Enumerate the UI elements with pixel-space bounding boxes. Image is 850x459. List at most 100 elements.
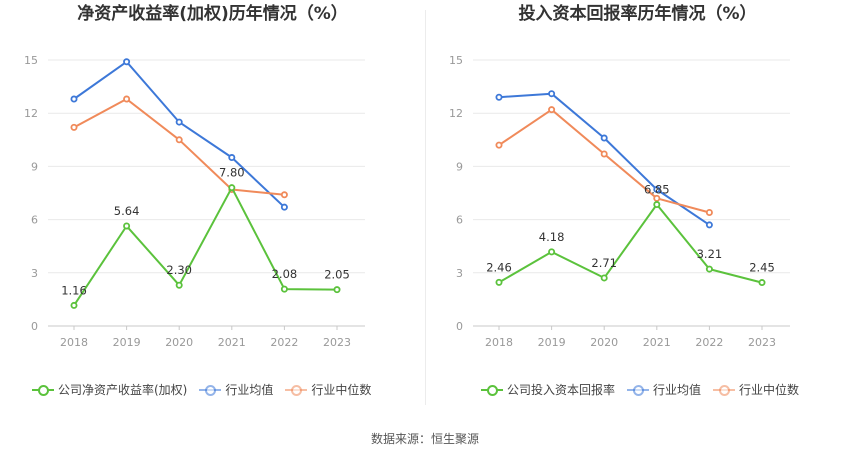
- y-tick-label: 0: [31, 320, 38, 333]
- chart-title: 净资产收益率(加权)历年情况（%）: [77, 4, 348, 24]
- roic-plot: 0 3 6 9 12 15 2018 2019 2020 2021 2022 2023 2.46 4.18…: [449, 54, 790, 349]
- data-point: [175, 118, 183, 126]
- legend-label: 行业中位数: [739, 383, 800, 397]
- legend-item[interactable]: 公司投入资本回报率: [481, 381, 615, 398]
- legend-item[interactable]: 行业中位数: [285, 381, 371, 398]
- x-tick-label: 2023: [323, 336, 351, 349]
- roic-chart: 投入资本回报率历年情况（%） 0 3 6 9 12 15 2018 2019 2020 2021 2…: [425, 0, 850, 410]
- data-point: [653, 194, 661, 202]
- roe-chart: 净资产收益率(加权)历年情况（%） 0 3 6 9 12 15 2018 2019 2020 20…: [0, 0, 425, 410]
- x-tick-label: 2022: [695, 336, 723, 349]
- data-point: [123, 58, 131, 66]
- data-point: [175, 136, 183, 144]
- x-tick-label: 2018: [485, 336, 513, 349]
- y-tick-label: 0: [456, 320, 463, 333]
- legend-marker-icon: [627, 384, 650, 396]
- data-point: [495, 141, 503, 149]
- legend-label: 公司净资产收益率(加权): [58, 383, 188, 397]
- y-tick-label: 15: [24, 54, 38, 67]
- series-line-2: [498, 108, 710, 214]
- data-label: 1.16: [61, 283, 87, 297]
- data-label: 4.18: [539, 230, 565, 244]
- x-tick-label: 2020: [165, 336, 193, 349]
- data-point: [705, 209, 713, 217]
- data-point: [70, 301, 78, 309]
- data-label: 3.21: [697, 247, 723, 261]
- data-point: [548, 90, 556, 98]
- x-tick-label: 2019: [113, 336, 141, 349]
- data-point: [548, 248, 556, 256]
- data-source: 数据来源：恒生聚源: [370, 432, 479, 446]
- series-line-0: [498, 203, 763, 284]
- legend-label: 公司投入资本回报率: [507, 383, 616, 397]
- x-tick-label: 2021: [218, 336, 246, 349]
- data-point: [228, 184, 236, 192]
- legend-item[interactable]: 行业中位数: [713, 381, 799, 398]
- data-point: [758, 279, 766, 287]
- data-point: [653, 185, 661, 193]
- y-tick-label: 6: [31, 214, 38, 227]
- y-tick-label: 3: [31, 267, 38, 280]
- legend-marker-icon: [285, 384, 308, 396]
- legend-label: 行业均值: [225, 383, 274, 397]
- data-point: [228, 154, 236, 162]
- y-tick-label: 15: [449, 54, 463, 67]
- data-point: [123, 95, 131, 103]
- data-point: [600, 134, 608, 142]
- y-tick-label: 12: [449, 107, 463, 120]
- y-tick-label: 3: [456, 267, 463, 280]
- roic-legend: 公司投入资本回报率 行业均值 行业中位数: [481, 381, 811, 398]
- chart-title: 投入资本回报率历年情况（%）: [518, 4, 757, 24]
- data-label: 2.30: [166, 263, 192, 277]
- series-line-0: [73, 186, 338, 306]
- data-label: 2.08: [272, 267, 298, 281]
- legend-item[interactable]: 行业均值: [627, 381, 701, 398]
- data-point: [705, 265, 713, 273]
- y-tick-label: 6: [456, 214, 463, 227]
- x-tick-label: 2023: [748, 336, 776, 349]
- data-label: 5.64: [114, 204, 140, 218]
- x-tick-label: 2018: [60, 336, 88, 349]
- roe-plot: 0 3 6 9 12 15 2018 2019 2020 2021 2022 2023 1.16 5.64…: [24, 54, 365, 349]
- data-point: [123, 222, 131, 230]
- data-label: 7.80: [219, 166, 245, 180]
- y-tick-label: 12: [24, 107, 38, 120]
- data-point: [705, 221, 713, 229]
- data-point: [280, 203, 288, 211]
- data-point: [280, 191, 288, 199]
- data-point: [70, 95, 78, 103]
- legend-label: 行业中位数: [311, 383, 372, 397]
- data-point: [495, 93, 503, 101]
- x-tick-label: 2021: [643, 336, 671, 349]
- data-label: 6.85: [644, 183, 670, 197]
- data-point: [548, 106, 556, 114]
- series-line-1: [73, 60, 286, 208]
- legend-marker-icon: [32, 384, 54, 396]
- data-label: 2.71: [591, 256, 617, 270]
- data-point: [280, 285, 288, 293]
- data-point: [333, 286, 341, 294]
- roe-legend: 公司净资产收益率(加权) 行业均值 行业中位数: [32, 381, 383, 398]
- data-point: [175, 281, 183, 289]
- data-point: [495, 278, 503, 286]
- y-tick-label: 9: [31, 160, 38, 173]
- data-point: [653, 201, 661, 209]
- legend-marker-icon: [713, 384, 736, 396]
- legend-item[interactable]: 行业均值: [199, 381, 273, 398]
- legend-item[interactable]: 公司净资产收益率(加权): [32, 381, 187, 398]
- legend-marker-icon: [199, 384, 222, 396]
- x-tick-label: 2022: [270, 336, 298, 349]
- data-label: 2.45: [749, 261, 775, 275]
- data-label: 2.05: [324, 268, 350, 282]
- x-tick-label: 2020: [590, 336, 618, 349]
- x-tick-label: 2019: [538, 336, 566, 349]
- data-point: [600, 274, 608, 282]
- legend-marker-icon: [481, 384, 503, 396]
- legend-label: 行业均值: [653, 383, 702, 397]
- chart-divider: [425, 10, 426, 405]
- data-label: 2.46: [486, 260, 512, 274]
- data-point: [600, 150, 608, 158]
- y-tick-label: 9: [456, 160, 463, 173]
- data-point: [70, 123, 78, 131]
